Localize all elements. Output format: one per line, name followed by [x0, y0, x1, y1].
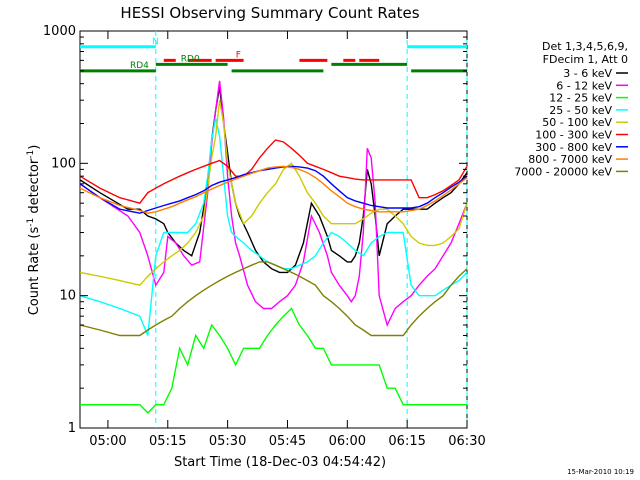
legend-label-1: 6 - 12 keV: [556, 79, 612, 92]
y-tick-label-1: 10: [59, 289, 76, 304]
legend-label-2: 12 - 25 keV: [549, 92, 612, 105]
flag-label-1: F: [236, 50, 241, 60]
series-line-8: [79, 261, 468, 337]
legend-label-7: 800 - 7000 keV: [528, 153, 612, 166]
footer-timestamp: 15-Mar-2010 10:19: [567, 468, 634, 476]
flag-label-0: N: [152, 37, 159, 47]
series-layer: [79, 80, 468, 414]
y-tick-label-2: 100: [51, 156, 76, 171]
x-tick-label-6: 06:30: [448, 434, 485, 449]
mode-flags: N F RD0 RD4: [80, 37, 467, 73]
legend-label-3: 25 - 50 keV: [549, 104, 612, 117]
legend-label-4: 50 - 100 keV: [542, 116, 612, 129]
y-tick-label-0: 1: [68, 421, 76, 436]
legend: Det 1,3,4,5,6,9, FDecim 1, Att 0 3 - 6 k…: [514, 40, 628, 178]
x-tick-label-3: 05:45: [269, 434, 306, 449]
legend-label-0: 3 - 6 keV: [563, 67, 612, 80]
series-line-3: [79, 117, 468, 336]
legend-header-1: Det 1,3,4,5,6,9,: [542, 40, 628, 53]
flag-label-2: RD0: [181, 54, 200, 64]
series-line-2: [80, 307, 467, 414]
series-line-6: [79, 165, 468, 214]
x-tick-label-0: 05:00: [89, 434, 126, 449]
dashed-markers: [155, 31, 468, 428]
x-axis: 05:00 05:15 05:30 05:45 06:00 06:15 06:30: [89, 31, 486, 449]
x-tick-label-1: 05:15: [149, 434, 186, 449]
y-tick-label-3: 1000: [43, 24, 76, 39]
x-tick-label-4: 06:00: [329, 434, 366, 449]
x-tick-label-5: 06:15: [388, 434, 425, 449]
chart-title: HESSI Observing Summary Count Rates: [120, 4, 419, 22]
x-tick-label-2: 05:30: [209, 434, 246, 449]
y-axis-label: Count Rate (s-1 detector-1): [26, 145, 42, 316]
series-line-5: [79, 139, 468, 205]
series-line-7: [79, 165, 468, 214]
x-axis-label: Start Time (18-Dec-03 04:54:42): [174, 455, 386, 470]
legend-label-8: 7000 - 20000 keV: [514, 165, 612, 178]
legend-header-2: FDecim 1, Att 0: [543, 53, 628, 66]
series-line-1: [79, 80, 468, 327]
series-line-4: [79, 100, 468, 286]
y-axis: 1 10 100 1000: [43, 24, 467, 436]
legend-label-6: 300 - 800 keV: [535, 141, 612, 154]
legend-label-5: 100 - 300 keV: [535, 129, 612, 142]
flag-label-3: RD4: [130, 61, 149, 71]
